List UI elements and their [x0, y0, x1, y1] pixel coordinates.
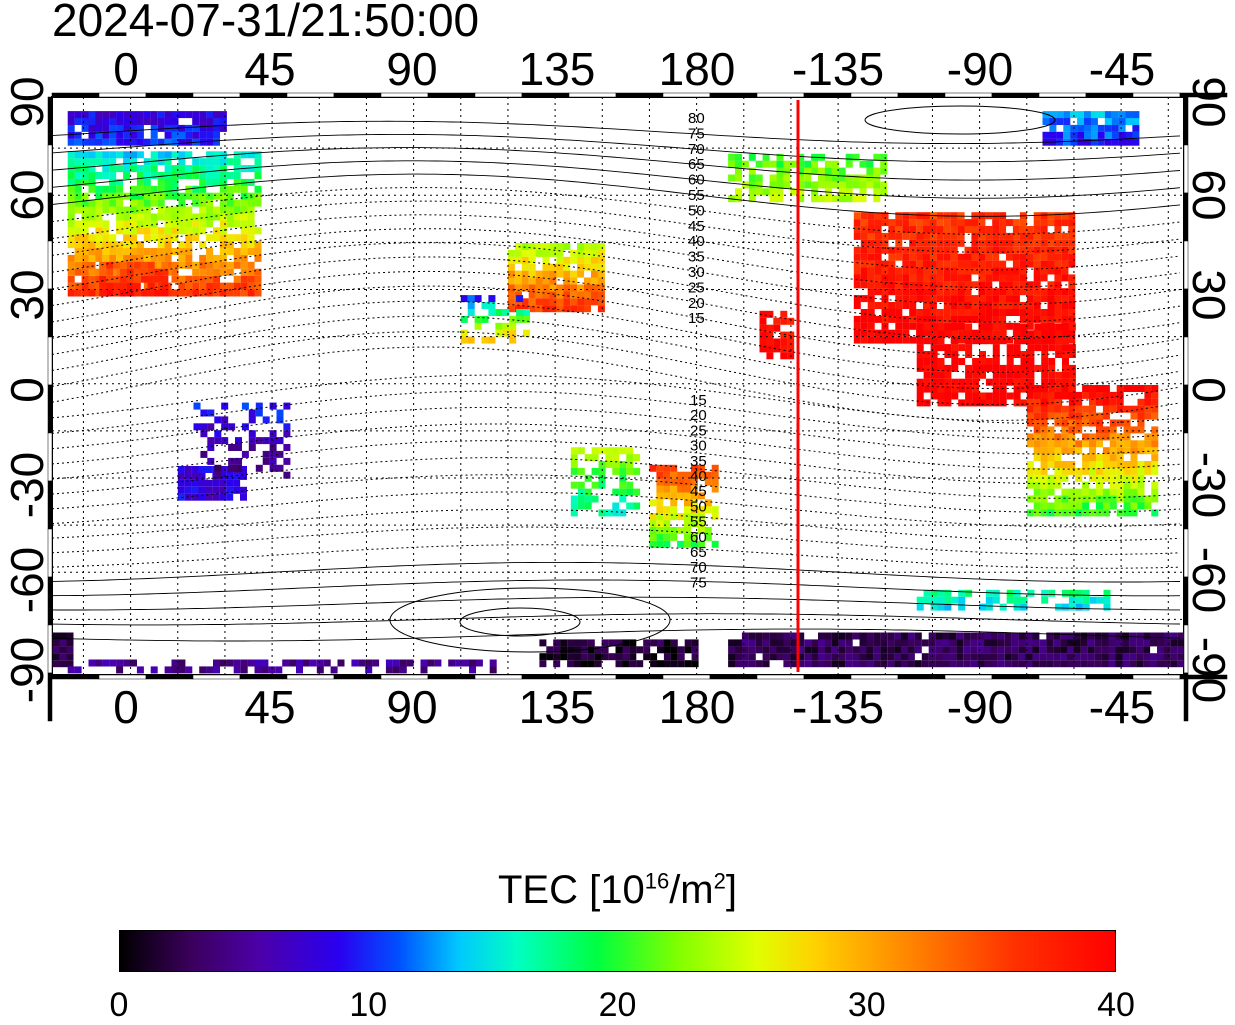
colorbar-tick-label: 10 — [349, 986, 388, 1024]
contour-label: 15 — [690, 392, 707, 409]
longitude-tick-label: 45 — [244, 43, 296, 95]
longitude-tick-label: 135 — [518, 43, 596, 95]
tec-colorbar — [119, 930, 1116, 972]
longitude-tick-label: -135 — [791, 43, 885, 95]
contour-label: 55 — [690, 514, 707, 531]
colorbar-tick-label: 30 — [847, 986, 886, 1024]
colorbar-tick-label: 0 — [109, 986, 129, 1024]
latitude-tick-label-left: 60 — [1, 169, 53, 221]
contour-label: 45 — [688, 218, 705, 235]
latitude-tick-label-right: -30 — [1183, 451, 1235, 519]
contour-label: 50 — [688, 202, 705, 219]
longitude-tick-label: 180 — [658, 43, 736, 95]
latitude-tick-label-left: 30 — [1, 269, 53, 321]
contour-label: 55 — [688, 187, 705, 204]
longitude-tick-label: 180 — [658, 681, 736, 733]
contour-label: 70 — [690, 559, 707, 576]
latitude-tick-label-right: 30 — [1183, 269, 1235, 321]
colorbar-tick-label: 20 — [598, 986, 637, 1024]
colorbar-title: TEC [1016/m2] — [497, 868, 737, 912]
latitude-tick-label-right: -60 — [1183, 546, 1235, 614]
timestamp: 2024-07-31/21:50:00 — [52, 0, 480, 46]
contour-labels: 8075706560555045403530252015152025303540… — [688, 110, 707, 591]
longitude-tick-label: 0 — [113, 681, 139, 733]
latitude-tick-label-right: 0 — [1183, 377, 1235, 403]
latitude-tick-label-right: -90 — [1183, 636, 1235, 704]
latitude-tick-label-left: 0 — [1, 377, 53, 403]
contour-label: 30 — [690, 438, 707, 455]
contour-label: 25 — [690, 422, 707, 439]
longitude-tick-label: 90 — [386, 681, 438, 733]
contour-label: 65 — [690, 544, 707, 561]
longitude-tick-label: 45 — [244, 681, 296, 733]
latitude-tick-label-right: 60 — [1183, 169, 1235, 221]
contour-label: 45 — [690, 483, 707, 500]
longitude-tick-label: -135 — [791, 681, 885, 733]
graticule — [52, 97, 1184, 675]
longitude-tick-label: -90 — [946, 681, 1014, 733]
contour-label: 75 — [690, 574, 707, 591]
longitude-tick-label: -45 — [1088, 681, 1156, 733]
colorbar-tick-label: 40 — [1097, 986, 1135, 1024]
contour-label: 15 — [688, 310, 705, 327]
contour-label: 60 — [688, 172, 705, 189]
contour-label: 65 — [688, 156, 705, 173]
contour-label: 20 — [688, 295, 705, 312]
contour-label: 25 — [688, 279, 705, 296]
latitude-tick-label-left: -30 — [1, 451, 53, 519]
longitude-tick-label: -45 — [1088, 43, 1156, 95]
contour-lines — [51, 105, 1181, 653]
longitude-tick-label: 0 — [113, 43, 139, 95]
latitude-tick-label-left: -60 — [1, 546, 53, 614]
contour-label: 50 — [690, 498, 707, 515]
latitude-tick-label-left: -90 — [1, 636, 53, 704]
contour-label: 35 — [688, 249, 705, 266]
contour-label: 35 — [690, 453, 707, 470]
longitude-tick-label: 135 — [518, 681, 596, 733]
contour-label: 20 — [690, 407, 707, 424]
longitude-tick-label: -90 — [946, 43, 1014, 95]
latitude-tick-label-right: 90 — [1183, 76, 1235, 128]
contour-label: 80 — [688, 110, 705, 127]
contour-label: 60 — [690, 529, 707, 546]
frame-ticks — [47, 92, 1228, 722]
contour-label: 40 — [690, 468, 707, 485]
tec-map: 8075706560555045403530252015152025303540… — [47, 92, 1228, 722]
contour-label: 75 — [688, 125, 705, 142]
contour-label: 30 — [688, 264, 705, 281]
contour-label: 40 — [688, 233, 705, 250]
latitude-tick-label-left: 90 — [1, 76, 53, 128]
longitude-tick-label: 90 — [386, 43, 438, 95]
contour-label: 70 — [688, 141, 705, 158]
